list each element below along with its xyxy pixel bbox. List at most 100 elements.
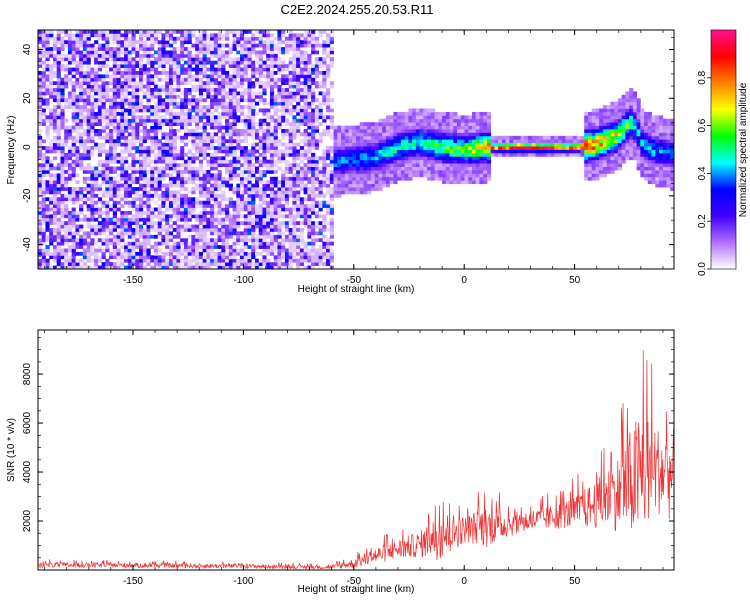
spectrogram-cell <box>247 231 252 236</box>
spectrogram-cell <box>168 163 174 167</box>
spectrogram-cell <box>75 98 80 103</box>
spectrogram-cell <box>243 50 248 55</box>
spectrogram-cell <box>187 139 192 144</box>
spectrogram-cell <box>221 142 226 147</box>
spectrogram-cell <box>370 156 376 161</box>
spectrogram-cell <box>296 70 301 75</box>
spectrogram-cell <box>277 91 282 96</box>
spectrogram-cell <box>269 217 275 222</box>
spectrogram-cell <box>60 94 65 99</box>
spectrogram-cell <box>258 67 263 72</box>
spectrogram-cell <box>176 258 181 263</box>
spectrogram-cell <box>329 163 334 167</box>
spectrogram-cell <box>288 146 293 150</box>
spectrogram-cell <box>318 139 323 144</box>
spectrogram-cell <box>195 88 200 92</box>
spectrogram-cell <box>153 122 159 126</box>
spectrogram-cell <box>135 98 140 103</box>
spectrogram-cell <box>221 210 226 215</box>
spectrogram-cell <box>124 231 129 236</box>
spectrogram-cell <box>348 180 353 185</box>
spectrogram-cell <box>52 217 58 222</box>
spectrogram-cell <box>139 40 144 45</box>
spectrogram-cell <box>60 146 65 150</box>
spectrogram-cell <box>382 125 387 130</box>
spectrogram-cell <box>75 152 80 157</box>
spectrogram-cell <box>333 166 338 171</box>
spectrogram-cell <box>105 217 110 222</box>
spectrogram-cell <box>161 183 166 188</box>
spectrogram-cell <box>52 81 58 86</box>
spectrogram-cell <box>296 101 301 106</box>
spectrogram-cell <box>153 57 159 62</box>
spectrogram-cell <box>442 139 447 144</box>
spectrogram-cell <box>329 122 334 126</box>
spectrogram-cell <box>240 255 245 260</box>
spectrogram-cell <box>112 64 117 68</box>
spectrogram-cell <box>135 149 140 154</box>
spectrogram-cell <box>79 43 84 48</box>
spectrogram-cell <box>38 30 43 34</box>
spectrogram-cell <box>94 47 99 51</box>
spectrogram-cell <box>38 180 43 185</box>
spectrogram-cell <box>296 91 301 96</box>
spectrogram-cell <box>187 169 192 174</box>
spectrogram-cell <box>329 159 334 164</box>
spectrogram-cell <box>168 91 174 96</box>
spectrogram-cell <box>183 265 189 270</box>
spectrogram-cell <box>142 228 147 232</box>
spectrogram-cell <box>404 122 409 126</box>
spectrogram-cell <box>109 156 114 161</box>
spectrogram-cell <box>225 258 230 263</box>
spectrogram-cell <box>333 187 338 191</box>
spectrogram-cell <box>314 50 319 55</box>
spectrogram-cell <box>206 251 211 256</box>
spectrogram-cell <box>329 50 334 55</box>
spectrogram-cell <box>240 53 245 58</box>
spectrogram-cell <box>131 255 136 260</box>
spectrogram-cell <box>389 135 394 140</box>
spectrogram-cell <box>56 166 61 171</box>
spectrogram-cell <box>296 176 301 181</box>
spectrogram-cell <box>94 173 99 178</box>
spectrogram-cell <box>165 142 170 147</box>
spectrogram-cell <box>64 255 69 260</box>
spectrogram-cell <box>311 43 316 48</box>
spectrogram-cell <box>64 159 69 164</box>
spectrogram-cell <box>240 200 245 205</box>
spectrogram-cell <box>109 183 114 188</box>
spectrogram-cell <box>292 50 297 55</box>
spectrogram-cell <box>389 132 394 137</box>
spectrogram-cell <box>109 187 114 191</box>
spectrogram-cell <box>240 108 245 113</box>
spectrogram-cell <box>198 108 204 113</box>
spectrogram-cell <box>112 101 117 106</box>
spectrogram-cell <box>195 84 200 89</box>
spectrogram-cell <box>79 190 84 195</box>
spectrogram-cell <box>165 70 170 75</box>
spectrogram-cell <box>210 183 215 188</box>
spectrogram-cell <box>322 84 327 89</box>
spectrogram-cell <box>180 169 185 174</box>
spectrogram-cell <box>105 156 110 161</box>
spectrogram-cell <box>165 251 170 256</box>
spectrogram-cell <box>430 125 435 130</box>
spectrogram-cell <box>127 64 132 68</box>
spectrogram-cell <box>314 40 319 45</box>
spectrogram-cell <box>146 200 151 205</box>
spectrogram-cell <box>45 207 50 212</box>
spectrogram-cell <box>116 221 121 226</box>
spectrogram-cell <box>254 159 260 164</box>
spectrogram-cell <box>217 231 222 236</box>
spectrogram-cell <box>168 200 174 205</box>
spectrogram-cell <box>90 101 95 106</box>
spectrogram-cell <box>157 221 162 226</box>
spectrogram-cell <box>292 258 297 263</box>
spectrogram-cell <box>41 163 46 167</box>
spectrogram-cell <box>202 60 207 65</box>
spectrogram-cell <box>157 118 162 123</box>
spectrogram-cell <box>195 166 200 171</box>
spectrogram-cell <box>116 255 121 260</box>
spectrogram-cell <box>71 108 76 113</box>
spectrogram-cell <box>75 180 80 185</box>
